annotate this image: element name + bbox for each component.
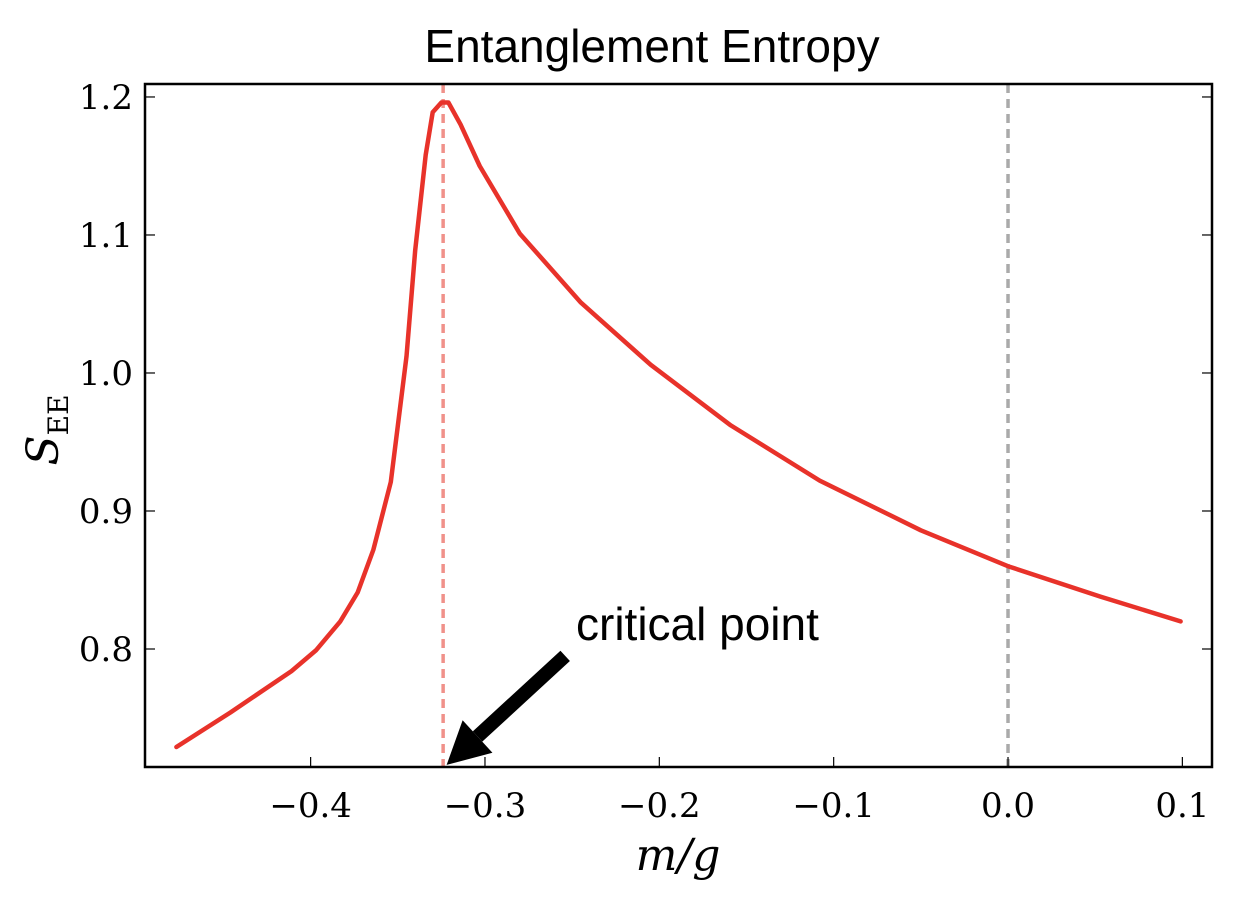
x-tick-label: −0.3 [444, 786, 527, 826]
annotation-text: critical point [576, 598, 819, 650]
y-tick-label: 0.9 [79, 492, 133, 532]
svg-text:SEE: SEE [18, 394, 75, 465]
y-axis-label-main: S [18, 435, 69, 465]
x-tick-label: 0.0 [981, 786, 1035, 826]
y-tick-label: 0.8 [79, 630, 133, 670]
y-axis-label: SEE [18, 394, 75, 465]
annotation-arrow-shaft [472, 650, 570, 742]
x-tick-label: −0.2 [618, 786, 701, 826]
y-tick-label: 1.1 [79, 216, 133, 256]
x-axis-label: m/g [636, 830, 721, 881]
chart-title: Entanglement Entropy [424, 20, 879, 72]
y-axis-label-subscript: EE [42, 394, 75, 435]
x-tick-label: −0.1 [792, 786, 875, 826]
annotation-arrow-head [446, 720, 493, 765]
plot-frame [143, 82, 1214, 769]
x-tick-label: 0.1 [1155, 786, 1209, 826]
series-line [174, 100, 1183, 750]
x-tick-label: −0.4 [269, 786, 352, 826]
y-tick-label: 1.2 [79, 78, 133, 118]
y-tick-label: 1.0 [79, 354, 133, 394]
